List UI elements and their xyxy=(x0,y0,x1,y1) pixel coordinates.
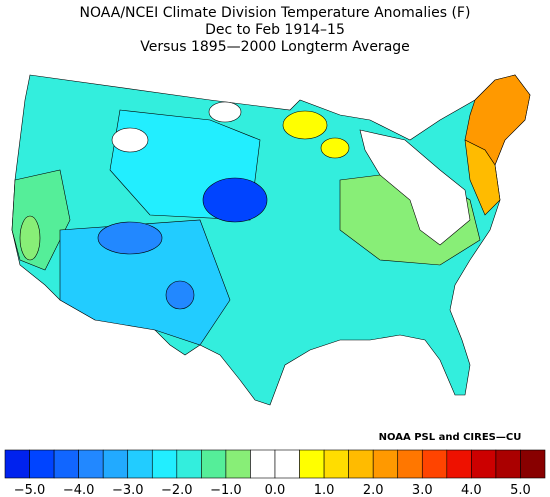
colorbar-cell xyxy=(520,449,546,479)
period: Dec to Feb 1914–15 xyxy=(205,22,345,38)
colorbar-cell xyxy=(348,449,374,479)
colorbar-tick-label: 5.0 xyxy=(510,483,531,497)
colorbar-tick-label: −1.0 xyxy=(210,483,242,497)
colorbar-cell xyxy=(225,449,251,479)
region-green-ca xyxy=(19,215,41,261)
colorbar-cell xyxy=(274,449,300,479)
colorbar-tick-label: 1.0 xyxy=(314,483,335,497)
colorbar-cell xyxy=(421,449,448,479)
region-white-midwest xyxy=(359,129,471,246)
region-orange-ne xyxy=(464,74,531,166)
colorbar-cell xyxy=(78,449,104,479)
colorbar-tick-label: 0.0 xyxy=(265,483,286,497)
region-blue-nm xyxy=(165,280,195,310)
region-yellow-wi xyxy=(320,137,350,159)
colorbar-tick-label: −5.0 xyxy=(14,483,46,497)
region-darkest-blue xyxy=(202,177,268,223)
colorbar-cell xyxy=(102,449,129,479)
colorbar-cell xyxy=(151,449,178,479)
colorbar-cell xyxy=(471,449,497,479)
colorbar-cell xyxy=(29,449,55,479)
colorbar-cell xyxy=(299,449,325,479)
us-map xyxy=(11,74,531,406)
region-white-west xyxy=(111,127,149,153)
colorbar-cell xyxy=(201,449,227,479)
colorbar-tick-label: −3.0 xyxy=(112,483,144,497)
colorbar-cell xyxy=(250,449,276,479)
colorbar-cell xyxy=(446,449,472,479)
colorbar-cell xyxy=(176,449,202,479)
region-yellow-mn xyxy=(282,110,328,140)
region-blue-sw xyxy=(59,219,231,346)
title: NOAA/NCEI Climate Division Temperature A… xyxy=(80,5,471,21)
colorbar-cell xyxy=(495,449,521,479)
region-white-north xyxy=(208,101,242,123)
region-dark-blue-west xyxy=(97,221,163,255)
colorbar-cell xyxy=(323,449,349,479)
colorbar-tick-label: 3.0 xyxy=(412,483,433,497)
colorbar: −5.0 −4.0 −3.0 −2.0 −1.0 0.0 1.0 2.0 3.0 4.0 5.0 xyxy=(4,449,546,497)
colorbar-tick-label: −2.0 xyxy=(161,483,193,497)
baseline: Versus 1895—2000 Longterm Average xyxy=(140,39,410,55)
colorbar-cell xyxy=(53,449,79,479)
colorbar-tick-label: 2.0 xyxy=(363,483,384,497)
colorbar-cell xyxy=(397,449,423,479)
region-yellow-ne xyxy=(464,139,501,216)
colorbar-cell xyxy=(372,449,399,479)
colorbar-cell xyxy=(127,449,153,479)
colorbar-tick-label: 4.0 xyxy=(461,483,482,497)
colorbar-cell xyxy=(4,449,30,479)
colorbar-tick-label: −4.0 xyxy=(63,483,95,497)
credit: NOAA PSL and CIRES—CU xyxy=(379,432,522,443)
